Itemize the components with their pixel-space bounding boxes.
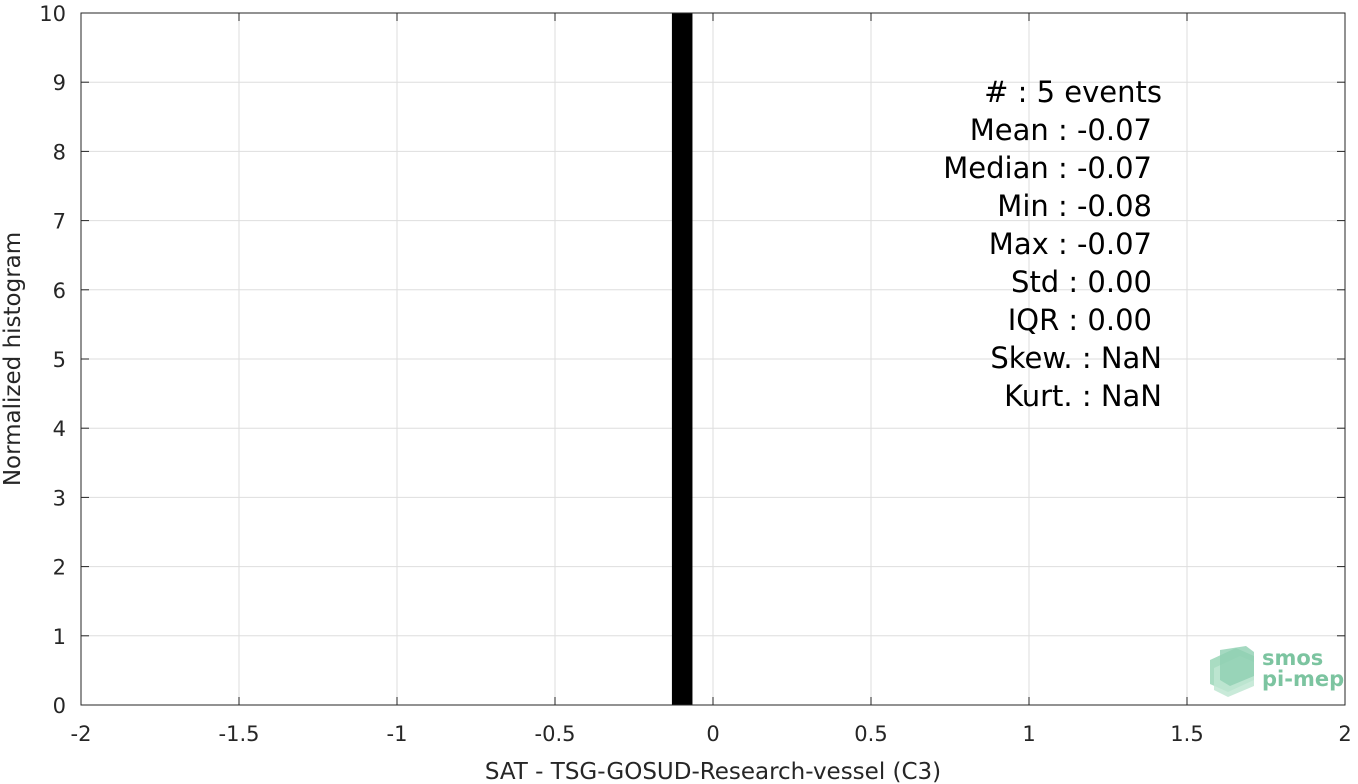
y-tick-label: 5 [53, 348, 66, 372]
x-tick-label: 1 [1022, 722, 1035, 746]
stat-line: Max : -0.07 [989, 227, 1152, 261]
y-tick-label: 4 [53, 417, 66, 441]
logo-layers-icon [1210, 646, 1254, 697]
y-tick-label: 6 [53, 279, 66, 303]
stat-line: Std : 0.00 [1011, 265, 1152, 299]
y-tick-label: 3 [53, 486, 66, 510]
y-tick-label: 0 [53, 694, 66, 718]
x-tick-label: -1.5 [219, 722, 260, 746]
smos-pi-mep-logo: smos pi-mep [1210, 646, 1344, 697]
x-tick-labels: -2 -1.5 -1 -0.5 0 0.5 1 1.5 2 [71, 722, 1352, 746]
y-tick-label: 8 [53, 140, 66, 164]
x-tick-label: 0 [706, 722, 719, 746]
y-tick-label: 1 [53, 625, 66, 649]
y-tick-label: 10 [39, 2, 66, 26]
y-tick-labels: 0 1 2 3 4 5 6 7 8 9 10 [39, 2, 66, 718]
bars [671, 13, 693, 705]
stat-line: Skew. : NaN [990, 341, 1162, 375]
stat-line: Mean : -0.07 [970, 113, 1152, 147]
x-tick-label: -1 [387, 722, 408, 746]
stat-line: Min : -0.08 [997, 189, 1152, 223]
x-axis-label: SAT - TSG-GOSUD-Research-vessel (C3) [485, 759, 941, 784]
y-tick-label: 9 [53, 71, 66, 95]
x-tick-label: -2 [71, 722, 92, 746]
stat-line: Kurt. : NaN [1004, 379, 1162, 413]
logo-text-pi-mep: pi-mep [1262, 667, 1344, 691]
y-tick-label: 2 [53, 556, 66, 580]
histogram-bar [671, 13, 693, 705]
logo-text-smos: smos [1262, 646, 1323, 670]
stat-line: Median : -0.07 [943, 151, 1152, 185]
stat-line: # : 5 events [984, 75, 1162, 109]
ticks [80, 12, 1346, 706]
x-tick-label: 0.5 [854, 722, 887, 746]
y-tick-label: 7 [53, 210, 66, 234]
x-tick-label: -0.5 [535, 722, 576, 746]
grid [80, 12, 1346, 706]
y-axis-label: Normalized histogram [0, 232, 26, 486]
statistics-annotation: # : 5 events Mean : -0.07 Median : -0.07 Mi… [943, 75, 1162, 413]
stat-line: IQR : 0.00 [1008, 303, 1152, 337]
x-tick-label: 1.5 [1170, 722, 1203, 746]
x-tick-label: 2 [1338, 722, 1351, 746]
